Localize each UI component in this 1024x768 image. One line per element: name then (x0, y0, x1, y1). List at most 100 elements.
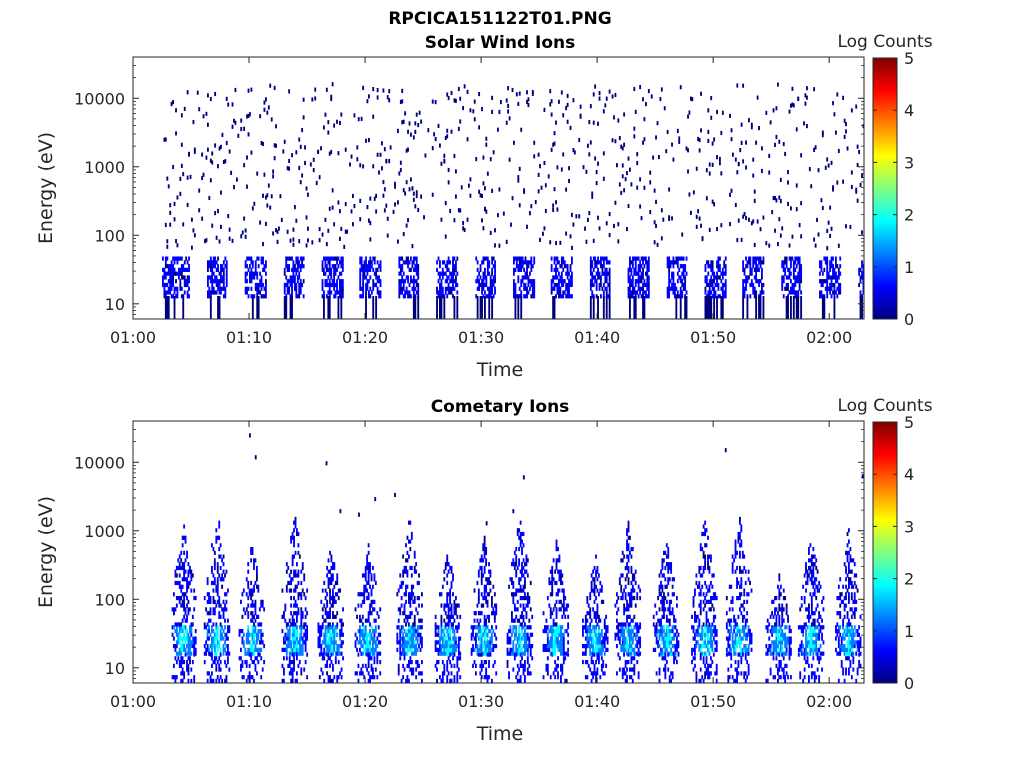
heatmap-cell (218, 573, 221, 578)
heatmap-cell (634, 264, 637, 269)
heatmap-cell (491, 314, 494, 319)
heatmap-cell (679, 290, 682, 295)
heatmap-cell (740, 140, 743, 145)
heatmap-cell (167, 314, 170, 319)
heatmap-cell (254, 599, 257, 604)
heatmap-cell (363, 264, 366, 269)
heatmap-cell (400, 651, 403, 656)
heatmap-cell (792, 286, 795, 291)
heatmap-cell (245, 577, 248, 582)
heatmap-cell (364, 577, 367, 582)
heatmap-cell (212, 547, 215, 552)
heatmap-cell (527, 102, 530, 108)
heatmap-cell (212, 260, 215, 265)
heatmap-cell (476, 651, 479, 656)
heatmap-cell (207, 260, 209, 265)
heatmap-cell (388, 89, 391, 94)
heatmap-cell (365, 267, 367, 272)
heatmap-cell (826, 246, 829, 251)
heatmap-cell (755, 271, 758, 276)
heatmap-cell (224, 632, 226, 637)
heatmap-cell (360, 603, 363, 608)
heatmap-cell (804, 101, 807, 106)
heatmap-cell (560, 271, 563, 276)
heatmap-cell (193, 149, 196, 154)
heatmap-cell (402, 580, 405, 586)
heatmap-cell (224, 618, 226, 623)
heatmap-cell (263, 294, 266, 299)
heatmap-cell (191, 636, 194, 641)
heatmap-cell (182, 314, 185, 319)
heatmap-cell (778, 195, 781, 200)
heatmap-cell (685, 311, 688, 316)
heatmap-cell (208, 592, 210, 597)
heatmap-cell (337, 647, 340, 652)
heatmap-cell (781, 264, 784, 269)
heatmap-cell (862, 271, 864, 276)
heatmap-cell (790, 260, 792, 265)
heatmap-cell (453, 311, 456, 316)
heatmap-cell (244, 264, 247, 269)
heatmap-cell (403, 644, 406, 649)
heatmap-cell (589, 140, 592, 145)
heatmap-cell (721, 110, 724, 115)
heatmap-cell (742, 83, 745, 88)
heatmap-cell (489, 275, 492, 280)
heatmap-cell (237, 133, 240, 138)
heatmap-cell (376, 652, 379, 657)
heatmap-cell (850, 108, 853, 113)
heatmap-cell (399, 611, 402, 616)
heatmap-cell (291, 153, 293, 158)
heatmap-cell (257, 660, 260, 665)
heatmap-cell (605, 307, 608, 312)
heatmap-cell (181, 644, 184, 649)
heatmap-cell (245, 663, 248, 668)
heatmap-cell (278, 226, 280, 231)
heatmap-cell (666, 256, 669, 261)
heatmap-cell (405, 651, 407, 656)
heatmap-cell (330, 678, 333, 683)
heatmap-cell (761, 267, 763, 272)
heatmap-cell (720, 299, 723, 304)
heatmap-cell (762, 256, 765, 261)
heatmap-cell (523, 188, 526, 193)
heatmap-cell (332, 636, 334, 641)
heatmap-cell (367, 660, 370, 665)
heatmap-cell (324, 271, 327, 276)
heatmap-cell (218, 656, 221, 661)
heatmap-cell (406, 558, 409, 563)
heatmap-cell (336, 279, 338, 284)
heatmap-cell (517, 303, 520, 308)
heatmap-cell (798, 282, 801, 288)
heatmap-cell (417, 264, 420, 269)
heatmap-cell (208, 290, 211, 295)
heatmap-cell (797, 296, 800, 301)
heatmap-cell (447, 286, 450, 291)
heatmap-cell (476, 303, 479, 308)
heatmap-cell (440, 647, 443, 652)
y-tick-label: 100 (94, 226, 125, 245)
heatmap-cell (269, 205, 272, 210)
heatmap-cell (479, 647, 482, 652)
heatmap-cell (287, 640, 290, 645)
heatmap-cell (254, 632, 257, 637)
heatmap-cell (518, 91, 521, 96)
heatmap-cell (484, 282, 486, 288)
heatmap-cell (591, 290, 594, 295)
heatmap-cell (250, 644, 253, 649)
heatmap-cell (194, 647, 197, 652)
heatmap-cell (456, 663, 459, 668)
heatmap-cell (397, 239, 399, 244)
heatmap-cell (560, 275, 563, 280)
heatmap-cell (317, 636, 320, 641)
heatmap-cell (779, 177, 782, 182)
heatmap-cell (216, 660, 219, 665)
heatmap-cell (327, 282, 330, 288)
heatmap-cell (434, 632, 437, 637)
heatmap-cell (827, 163, 830, 168)
heatmap-cell (286, 282, 289, 288)
heatmap-cell (488, 303, 491, 308)
heatmap-cell (402, 573, 405, 578)
heatmap-cell (367, 640, 370, 645)
heatmap-cell (421, 592, 423, 597)
